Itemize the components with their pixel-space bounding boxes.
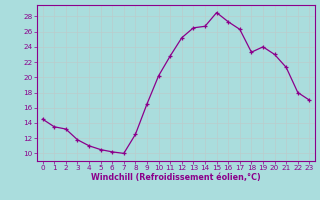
X-axis label: Windchill (Refroidissement éolien,°C): Windchill (Refroidissement éolien,°C) xyxy=(91,173,261,182)
